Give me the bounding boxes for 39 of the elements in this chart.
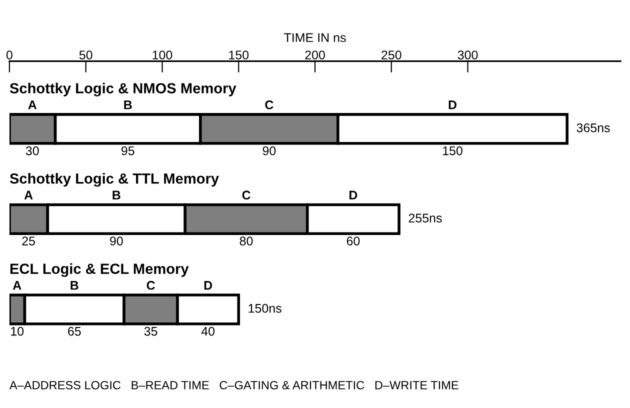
y-tick-label: Schottky Logic & NMOS Memory: [10, 82, 236, 96]
text: C: [146, 280, 155, 290]
x-tick-label: 0: [6, 50, 12, 60]
series-label: C: [265, 100, 274, 110]
text: D: [350, 190, 358, 200]
x-tick-label: 200: [305, 50, 325, 60]
series-label: B: [70, 281, 78, 290]
data-label: 35: [144, 326, 158, 336]
text: A: [28, 100, 37, 110]
y-tick-label: Schottky Logic & TTL Memory: [10, 172, 219, 187]
x-tick-label: 100: [152, 50, 172, 60]
y-tick-label: ECL Logic & ECL Memory: [10, 263, 189, 277]
text: A–ADDRESS LOGIC B–READ TIME C–GATING & ARITHMETIC D–WRITE TIME: [9, 380, 458, 390]
total-label: 255ns: [408, 214, 442, 222]
text: C: [242, 190, 250, 200]
series-label: A: [12, 281, 22, 290]
data-label: 30: [26, 146, 39, 156]
data-label: 95: [121, 146, 134, 156]
data-label: 150: [443, 146, 462, 156]
data-label: 90: [110, 236, 123, 246]
data-label: 80: [240, 236, 253, 246]
x-tick-label: 150: [229, 50, 249, 60]
data-label: 90: [262, 146, 276, 156]
text: D: [448, 100, 456, 110]
x-axis-title: TIME IN ns: [284, 33, 346, 42]
data-label: 65: [68, 326, 81, 336]
text: B: [124, 100, 132, 110]
total-label: 365ns: [576, 123, 610, 132]
x-tick-label: 50: [79, 50, 92, 60]
data-label: 60: [346, 236, 360, 246]
data-label: 40: [201, 326, 215, 336]
data-label: 25: [22, 236, 35, 246]
series-label: D: [204, 281, 212, 290]
data-label: 10: [11, 326, 24, 336]
text: B: [112, 190, 120, 200]
x-tick-label: 250: [382, 50, 402, 60]
total-label: 150ns: [248, 304, 282, 313]
x-tick-label: 300: [458, 50, 478, 60]
text: A: [24, 190, 33, 200]
